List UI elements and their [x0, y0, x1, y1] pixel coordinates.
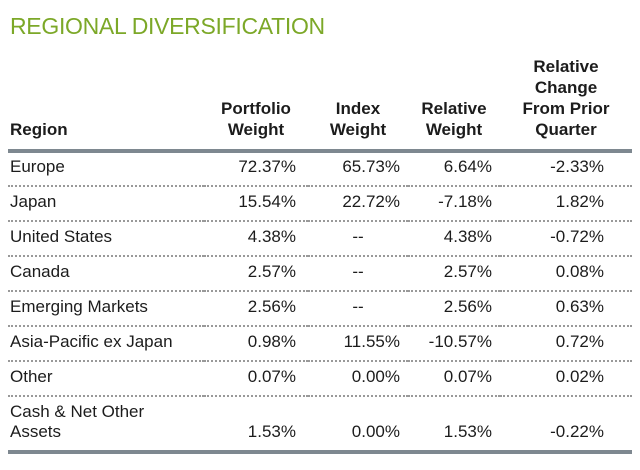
cell-index-weight: 22.72%: [308, 186, 408, 222]
cell-portfolio-weight: 0.98%: [204, 326, 308, 362]
cell-relative-weight: 1.53%: [408, 396, 500, 454]
table-row: Asia-Pacific ex Japan 0.98% 11.55% -10.5…: [8, 326, 632, 362]
cell-region: Other: [8, 361, 204, 397]
cell-index-weight: --: [308, 221, 408, 257]
cell-relative-change: 0.08%: [500, 256, 632, 292]
cell-relative-change: 0.72%: [500, 326, 632, 362]
table-row: Emerging Markets 2.56% -- 2.56% 0.63%: [8, 291, 632, 327]
table-row: Europe 72.37% 65.73% 6.64% -2.33%: [8, 151, 632, 187]
cell-relative-change: 1.82%: [500, 186, 632, 222]
cell-relative-change: -0.72%: [500, 221, 632, 257]
cell-index-weight: 65.73%: [308, 151, 408, 187]
table-row: United States 4.38% -- 4.38% -0.72%: [8, 221, 632, 257]
cell-region: Asia-Pacific ex Japan: [8, 326, 204, 362]
cell-index-weight: --: [308, 291, 408, 327]
cell-portfolio-weight: 15.54%: [204, 186, 308, 222]
table-row: Other 0.07% 0.00% 0.07% 0.02%: [8, 361, 632, 397]
cell-relative-change: 0.63%: [500, 291, 632, 327]
cell-relative-weight: 4.38%: [408, 221, 500, 257]
column-header-index-weight: Index Weight: [308, 56, 408, 153]
column-header-relative-weight: Relative Weight: [408, 56, 500, 153]
cell-portfolio-weight: 72.37%: [204, 151, 308, 187]
cell-relative-weight: 0.07%: [408, 361, 500, 397]
cell-relative-change: -0.22%: [500, 396, 632, 454]
cell-relative-weight: 6.64%: [408, 151, 500, 187]
cell-region: Europe: [8, 151, 204, 187]
cell-portfolio-weight: 4.38%: [204, 221, 308, 257]
cell-region: Canada: [8, 256, 204, 292]
cell-index-weight: --: [308, 256, 408, 292]
table-row: Canada 2.57% -- 2.57% 0.08%: [8, 256, 632, 292]
cell-region: United States: [8, 221, 204, 257]
cell-relative-weight: -10.57%: [408, 326, 500, 362]
header-row: Region Portfolio Weight Index Weight Rel…: [8, 56, 632, 153]
cell-region: Cash & Net Other Assets: [8, 396, 204, 454]
cell-portfolio-weight: 0.07%: [204, 361, 308, 397]
cell-relative-weight: -7.18%: [408, 186, 500, 222]
cell-portfolio-weight: 2.57%: [204, 256, 308, 292]
page-title: REGIONAL DIVERSIFICATION: [10, 13, 325, 39]
column-header-region: Region: [8, 56, 204, 153]
cell-relative-change: 0.02%: [500, 361, 632, 397]
regional-diversification-table: Region Portfolio Weight Index Weight Rel…: [8, 56, 632, 454]
cell-portfolio-weight: 1.53%: [204, 396, 308, 454]
cell-index-weight: 0.00%: [308, 396, 408, 454]
cell-index-weight: 0.00%: [308, 361, 408, 397]
table-row: Cash & Net Other Assets 1.53% 0.00% 1.53…: [8, 396, 632, 454]
column-header-portfolio-weight: Portfolio Weight: [204, 56, 308, 153]
cell-portfolio-weight: 2.56%: [204, 291, 308, 327]
table-row: Japan 15.54% 22.72% -7.18% 1.82%: [8, 186, 632, 222]
cell-region: Emerging Markets: [8, 291, 204, 327]
cell-region: Japan: [8, 186, 204, 222]
cell-relative-change: -2.33%: [500, 151, 632, 187]
cell-relative-weight: 2.57%: [408, 256, 500, 292]
cell-index-weight: 11.55%: [308, 326, 408, 362]
column-header-relative-change: Relative Change From Prior Quarter: [500, 56, 632, 153]
cell-relative-weight: 2.56%: [408, 291, 500, 327]
